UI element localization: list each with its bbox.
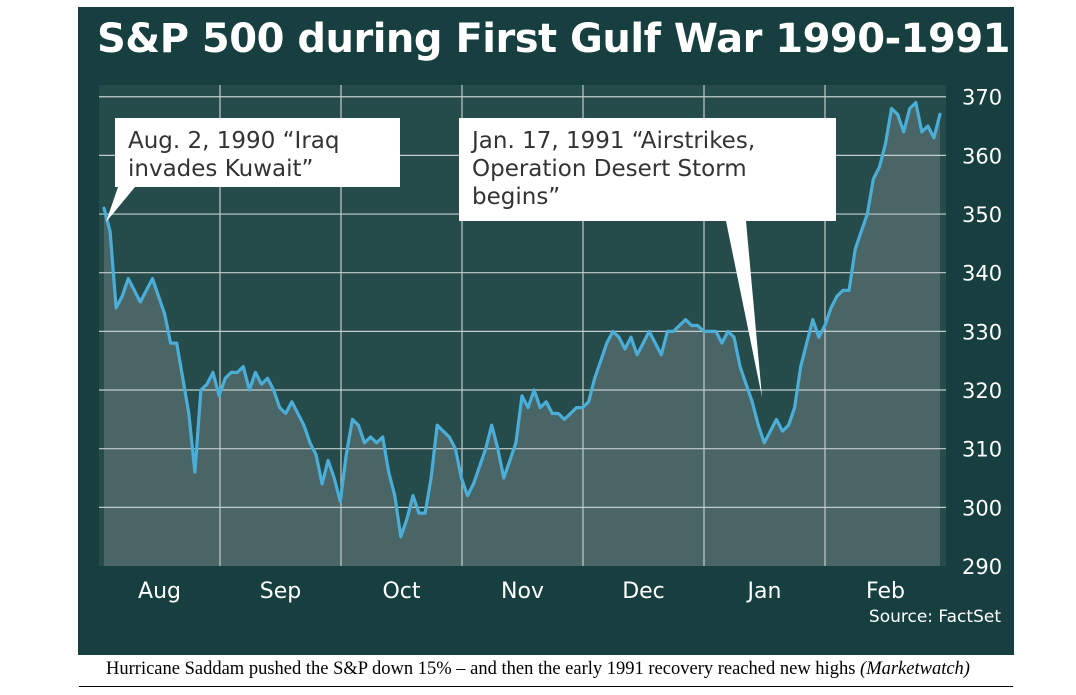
caption-underline <box>79 686 1013 687</box>
callout-text-line: Jan. 17, 1991 “Airstrikes, <box>470 128 755 154</box>
y-tick-label: 300 <box>962 496 1002 520</box>
y-tick-label: 310 <box>962 438 1002 462</box>
x-tick-label: Sep <box>260 579 301 604</box>
series-line <box>102 100 942 539</box>
y-tick-label: 330 <box>962 320 1002 344</box>
callout-desert-storm: Jan. 17, 1991 “Airstrikes,Operation Dese… <box>459 118 836 397</box>
x-tick-label: Nov <box>501 579 544 604</box>
y-tick-label: 370 <box>962 86 1002 110</box>
x-tick-label: Dec <box>622 579 665 604</box>
y-tick-label: 290 <box>962 555 1002 579</box>
callout-text-line: begins” <box>472 184 560 210</box>
chart-svg: 290 300 310 320 330 340 350 360 370 Aug Sep Oct Nov… <box>99 85 1002 627</box>
x-tick-label: Oct <box>382 579 420 604</box>
callout-pointer <box>106 187 135 222</box>
x-tick-label: Aug <box>138 579 181 604</box>
y-tick-label: 320 <box>962 379 1002 403</box>
y-tick-label: 360 <box>962 144 1002 168</box>
figure-caption: Hurricane Saddam pushed the S&P down 15%… <box>0 659 1076 680</box>
source-label: Source: FactSet <box>869 607 1001 627</box>
y-tick-label: 340 <box>962 262 1002 286</box>
x-tick-label: Jan <box>746 579 782 604</box>
caption-text: Hurricane Saddam pushed the S&P down 15%… <box>106 659 861 679</box>
x-tick-label: Feb <box>866 579 905 604</box>
callout-text-line: Operation Desert Storm <box>472 156 747 182</box>
callout-text-line: Aug. 2, 1990 “Iraq <box>128 128 339 154</box>
y-tick-label: 350 <box>962 203 1002 227</box>
callout-pointer <box>726 221 762 397</box>
caption-source: (Marketwatch) <box>860 659 970 679</box>
callout-box <box>459 118 836 221</box>
chart-title: S&P 500 during First Gulf War 1990-1991 <box>97 16 1011 62</box>
callout-text-line: invades Kuwait” <box>128 156 313 182</box>
callout-box <box>115 118 400 187</box>
